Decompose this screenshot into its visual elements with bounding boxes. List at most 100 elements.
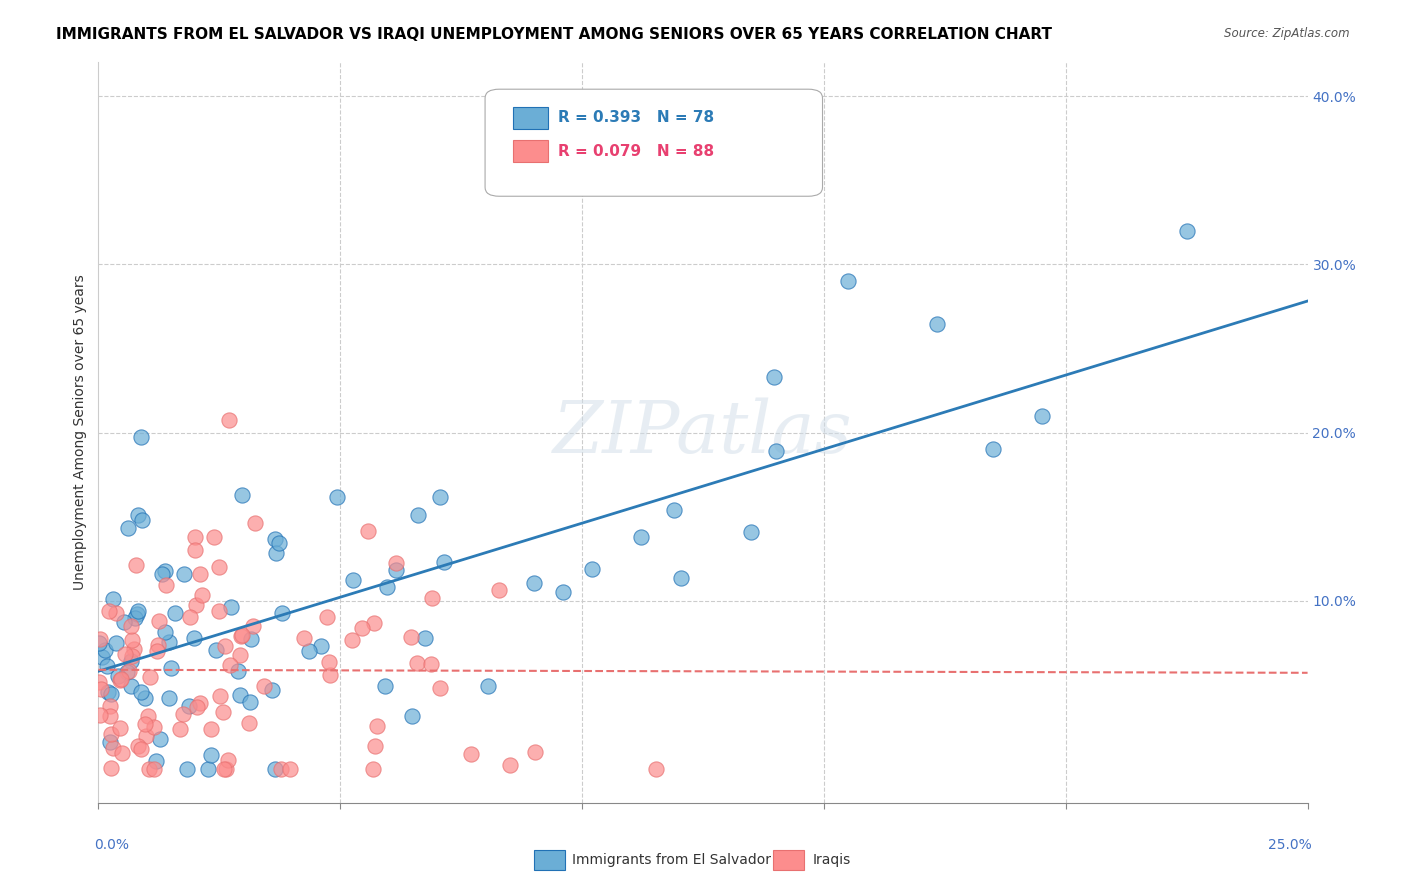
Point	[406, 656, 429, 670]
Point	[645, 762, 668, 776]
Point	[292, 631, 315, 645]
Point	[134, 690, 156, 705]
Point	[433, 555, 456, 569]
Point	[197, 762, 219, 776]
Point	[1175, 224, 1198, 238]
Point	[385, 564, 408, 578]
Point	[263, 762, 285, 776]
Point	[100, 726, 122, 740]
Point	[231, 488, 253, 502]
Point	[208, 689, 231, 703]
Point	[208, 603, 231, 617]
Point	[488, 583, 510, 598]
Point	[135, 730, 157, 744]
Point	[169, 723, 191, 737]
Point	[240, 632, 263, 646]
Point	[229, 648, 252, 662]
Point	[399, 631, 422, 645]
Point	[243, 516, 266, 530]
Point	[325, 490, 347, 504]
Point	[364, 739, 387, 753]
Point	[110, 673, 132, 687]
Point	[111, 746, 134, 760]
Point	[121, 632, 143, 647]
Point	[260, 682, 283, 697]
Point	[145, 754, 167, 768]
Point	[219, 599, 242, 614]
Point	[155, 625, 177, 640]
Point	[89, 632, 111, 647]
Point	[352, 621, 374, 635]
Point	[120, 654, 142, 668]
Point	[96, 659, 118, 673]
Point	[138, 708, 160, 723]
Point	[173, 566, 195, 581]
Point	[131, 513, 153, 527]
Point	[214, 639, 236, 653]
Point	[765, 444, 787, 458]
Point	[551, 584, 574, 599]
Point	[148, 614, 170, 628]
Point	[356, 524, 378, 538]
Point	[925, 317, 948, 331]
Point	[186, 598, 208, 612]
Point	[630, 530, 652, 544]
Point	[477, 679, 499, 693]
Point	[253, 679, 276, 693]
Point	[229, 688, 252, 702]
Text: ZIPatlas: ZIPatlas	[553, 397, 853, 468]
Text: R = 0.393   N = 78: R = 0.393 N = 78	[558, 111, 714, 125]
Point	[763, 370, 786, 384]
Point	[176, 762, 198, 776]
Point	[103, 592, 125, 607]
Point	[375, 580, 398, 594]
Point	[163, 606, 186, 620]
Point	[129, 684, 152, 698]
Text: 25.0%: 25.0%	[1268, 838, 1312, 853]
Point	[581, 562, 603, 576]
Point	[363, 762, 385, 776]
Point	[208, 560, 231, 574]
Point	[112, 615, 135, 629]
Point	[523, 576, 546, 591]
Point	[981, 442, 1004, 457]
Point	[90, 681, 112, 696]
Point	[179, 610, 201, 624]
Point	[98, 735, 121, 749]
Point	[108, 673, 131, 687]
Point	[124, 641, 146, 656]
Point	[100, 687, 122, 701]
Point	[200, 748, 222, 763]
Point	[363, 615, 385, 630]
Point	[183, 631, 205, 645]
Point	[125, 558, 148, 572]
Point	[153, 564, 176, 578]
Text: IMMIGRANTS FROM EL SALVADOR VS IRAQI UNEMPLOYMENT AMONG SENIORS OVER 65 YEARS CO: IMMIGRANTS FROM EL SALVADOR VS IRAQI UNE…	[56, 27, 1052, 42]
Point	[211, 705, 233, 719]
Point	[127, 607, 149, 622]
Point	[146, 638, 169, 652]
Text: 0.0%: 0.0%	[94, 838, 129, 853]
Point	[89, 636, 111, 650]
Point	[297, 644, 319, 658]
Point	[374, 679, 396, 693]
Point	[524, 745, 547, 759]
Point	[311, 639, 333, 653]
Point	[120, 679, 142, 693]
Point	[429, 490, 451, 504]
Point	[215, 762, 238, 776]
Point	[226, 664, 249, 678]
Text: Immigrants from El Salvador: Immigrants from El Salvador	[572, 853, 772, 867]
Point	[200, 722, 222, 736]
Point	[172, 707, 194, 722]
Point	[319, 667, 342, 681]
Point	[129, 430, 152, 444]
Point	[87, 674, 110, 689]
Point	[124, 610, 146, 624]
Point	[498, 757, 520, 772]
Point	[406, 508, 429, 523]
Point	[316, 610, 339, 624]
Point	[155, 578, 177, 592]
Point	[190, 567, 212, 582]
Text: R = 0.079   N = 88: R = 0.079 N = 88	[558, 145, 714, 159]
